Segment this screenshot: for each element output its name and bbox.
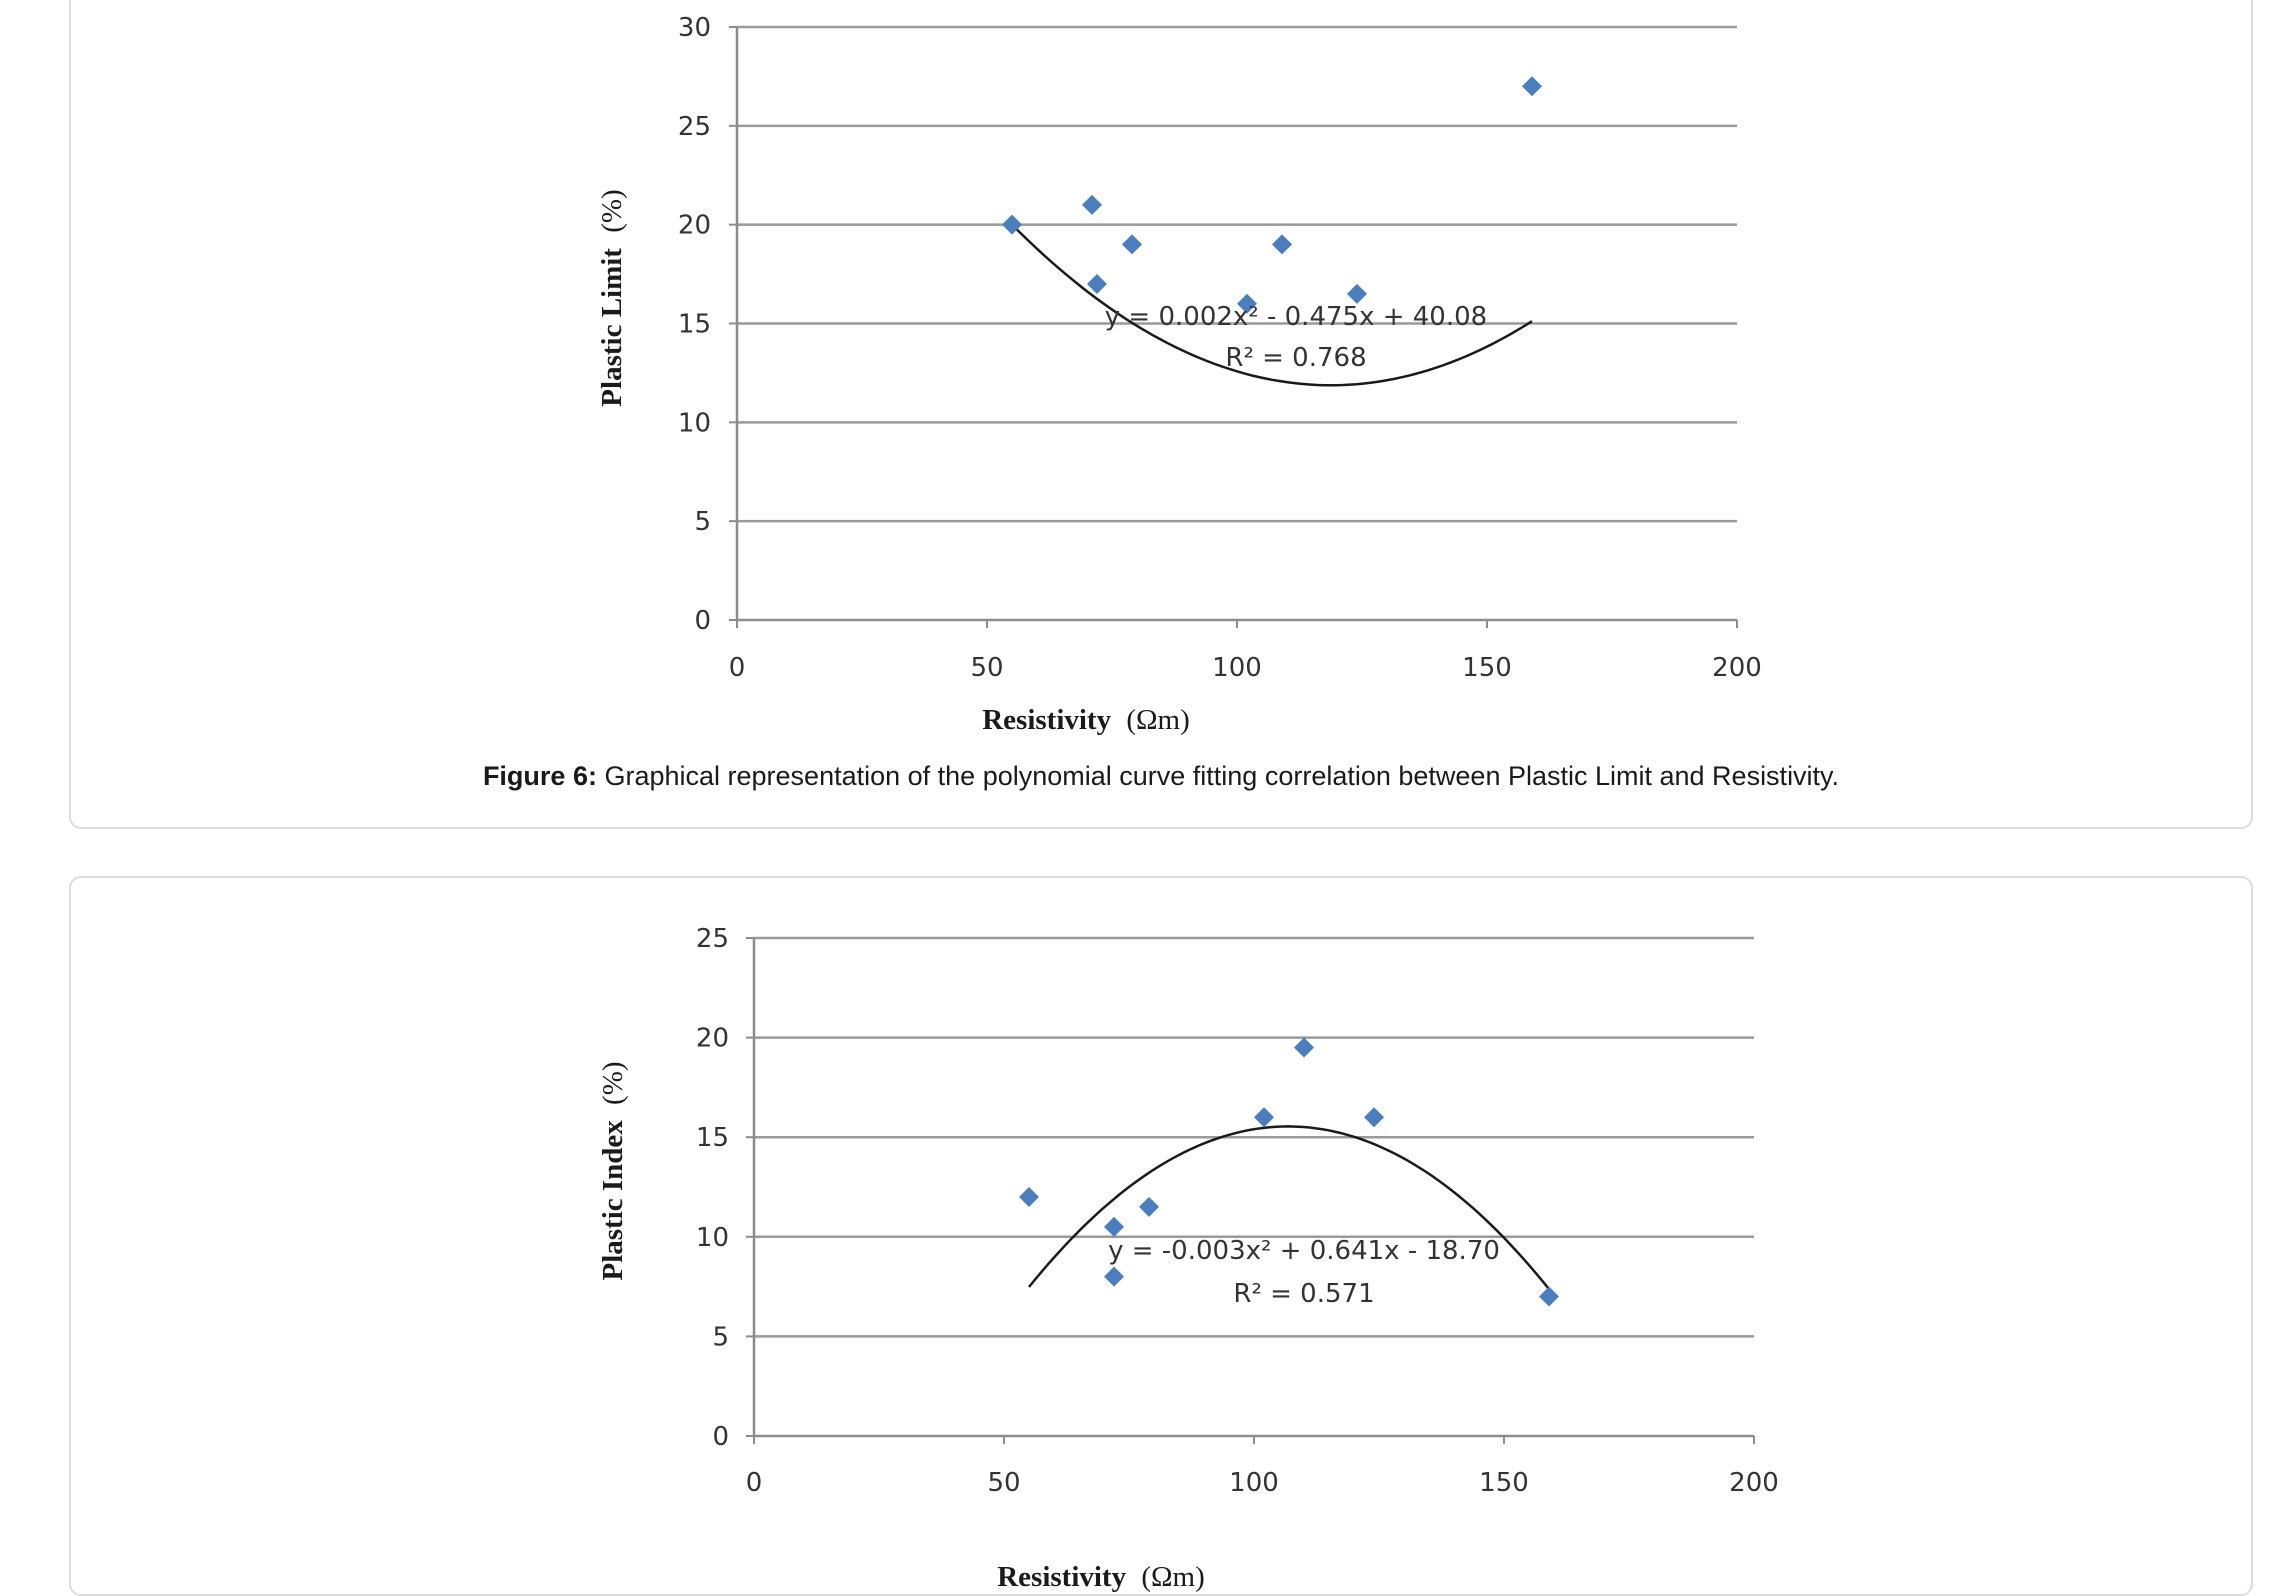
- y-tick-label: 0: [694, 606, 711, 636]
- x-tick-label: 50: [987, 1468, 1020, 1498]
- y-axis-title-text: Plastic Index: [597, 1120, 629, 1281]
- x-tick-label: 150: [1479, 1468, 1529, 1498]
- trendline-r-squared: R² = 0.571: [1233, 1279, 1374, 1309]
- y-axis-title-unit: (%): [597, 1061, 629, 1104]
- x-tick-label: 150: [1462, 653, 1512, 683]
- x-axis-title-text: Resistivity: [982, 704, 1111, 736]
- gridlines: [737, 25, 1737, 523]
- data-point: [1347, 283, 1367, 304]
- data-point: [1254, 1107, 1274, 1128]
- data-point: [1087, 273, 1107, 294]
- x-axis-title: Resistivity (Ωm): [997, 1561, 1205, 1593]
- data-point: [1002, 214, 1022, 235]
- figure-card-plastic-limit: Plastic Limit (%) Resistivity (Ωm) 0 5 10 1…: [69, 0, 2253, 829]
- y-tick-label: 5: [712, 1322, 729, 1352]
- y-tick-label: 10: [678, 408, 711, 438]
- x-axis-title-unit: (Ωm): [1126, 704, 1189, 736]
- figure-card-plastic-index: Plastic Index (%) Resistivity (Ωm) 0 5 10 1…: [69, 876, 2253, 1596]
- data-point: [1104, 1216, 1124, 1237]
- data-point: [1272, 234, 1292, 255]
- y-axis-title-text: Plastic Limit: [596, 248, 628, 407]
- data-point: [1237, 293, 1257, 314]
- data-point: [1082, 194, 1102, 215]
- data-point: [1104, 1266, 1124, 1287]
- data-point: [1364, 1107, 1384, 1128]
- x-tick-label: 100: [1229, 1468, 1279, 1498]
- data-point: [1539, 1286, 1559, 1307]
- svg-text:Plastic Index (%): Plastic Index (%): [597, 1061, 629, 1280]
- data-point: [1294, 1037, 1314, 1058]
- x-axis-title: Resistivity (Ωm): [982, 704, 1190, 736]
- data-point: [1019, 1186, 1039, 1207]
- y-axis-title-unit: (%): [596, 189, 628, 232]
- trendline: [1011, 223, 1533, 387]
- x-tick-label: 200: [1712, 653, 1762, 683]
- x-tick-label: 0: [729, 653, 746, 683]
- y-tick-label: 25: [696, 924, 729, 954]
- trendline-equation: y = 0.002x² - 0.475x + 40.08: [1105, 302, 1487, 332]
- data-point: [1122, 234, 1142, 255]
- trendline-equation: y = -0.003x² + 0.641x - 18.70: [1108, 1236, 1500, 1266]
- y-tick-label: 0: [712, 1422, 729, 1452]
- trendline-r-squared: R² = 0.768: [1225, 343, 1366, 373]
- svg-text:Resistivity (Ωm): Resistivity (Ωm): [997, 1561, 1205, 1593]
- plastic-limit-chart: Plastic Limit (%) Resistivity (Ωm) 0 5 10 1…: [596, 13, 1762, 736]
- figure-caption-label: Figure 6:: [482, 761, 597, 791]
- y-axis-title: Plastic Limit (%): [596, 189, 628, 406]
- y-tick-label: 15: [678, 310, 711, 340]
- figure-caption-text: Graphical representation of the polynomi…: [604, 761, 1840, 791]
- plastic-index-chart: Plastic Index (%) Resistivity (Ωm) 0 5 10 1…: [597, 924, 1779, 1593]
- svg-text:Plastic Limit (%): Plastic Limit (%): [596, 189, 628, 406]
- x-tick-label: 50: [970, 653, 1003, 683]
- y-tick-label: 20: [696, 1024, 729, 1054]
- x-tick-label: 200: [1729, 1468, 1779, 1498]
- y-tick-label: 10: [696, 1223, 729, 1253]
- data-point: [1522, 76, 1542, 97]
- svg-text:Resistivity (Ωm): Resistivity (Ωm): [982, 704, 1190, 736]
- data-point: [1139, 1196, 1159, 1217]
- y-tick-label: 20: [678, 211, 711, 241]
- y-tick-label: 30: [678, 13, 711, 43]
- x-axis-title-unit: (Ωm): [1141, 1561, 1204, 1593]
- y-tick-label: 25: [678, 112, 711, 142]
- x-tick-label: 0: [746, 1468, 763, 1498]
- y-axis-title: Plastic Index (%): [597, 1061, 629, 1280]
- trendline: [1028, 1125, 1550, 1290]
- y-tick-label: 15: [696, 1123, 729, 1153]
- x-tick-label: 100: [1212, 653, 1262, 683]
- y-tick-label: 5: [694, 507, 711, 537]
- figure-caption: Figure 6: Graphical representation of th…: [71, 761, 2251, 792]
- x-axis-title-text: Resistivity: [997, 1561, 1126, 1593]
- gridlines: [754, 936, 1754, 1338]
